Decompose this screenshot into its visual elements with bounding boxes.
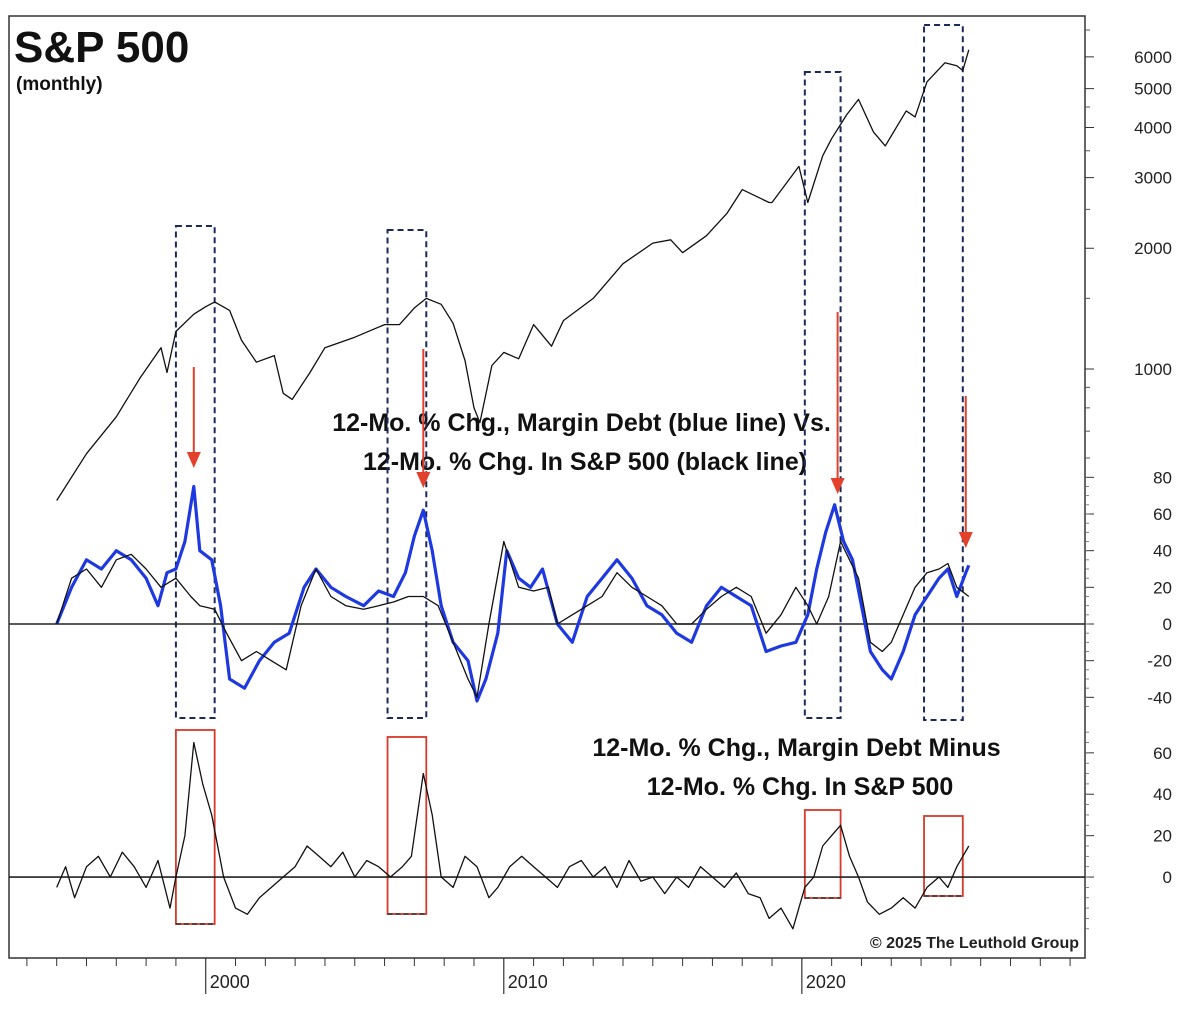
y-tick-label: 60 (1153, 744, 1172, 763)
middle-panel-title-line2: 12-Mo. % Chg. In S&P 500 (black line) (363, 448, 807, 476)
y-axis: 1000 2000 3000 4000 5000 6000 -40 -20 0 20 40 60 80 0… (1085, 29, 1172, 930)
bottom-panel-title: 12-Mo. % Chg., Margin Debt Minus 12-Mo. … (592, 734, 1007, 801)
y-tick-label: 6000 (1134, 48, 1172, 67)
arrow-head (186, 452, 201, 468)
y-tick-label: 20 (1153, 578, 1172, 597)
highlight-box-dashed (923, 24, 964, 721)
y-tick-label: 60 (1153, 505, 1172, 524)
y-tick-label: -20 (1147, 652, 1172, 671)
x-tick-label: 2000 (210, 972, 250, 992)
highlight-box-dashed (803, 71, 842, 719)
bottom-panel-title-line1: 12-Mo. % Chg., Margin Debt Minus (592, 734, 1000, 762)
highlight-box-red (803, 809, 842, 899)
y-tick-label: 2000 (1134, 239, 1172, 258)
zero-lines (9, 623, 1085, 878)
middle-panel-title-line1: 12-Mo. % Chg., Margin Debt (blue line) V… (332, 409, 831, 437)
highlight-box-red (175, 729, 216, 925)
copyright-text: © 2025 The Leuthold Group (870, 935, 1079, 952)
middle-panel-title: 12-Mo. % Chg., Margin Debt (blue line) V… (332, 409, 838, 476)
series-lines (55, 49, 971, 930)
y-tick-label: 4000 (1134, 119, 1172, 138)
x-axis: 2000 2010 2020 (26, 958, 1071, 994)
arrow-head (830, 478, 845, 494)
y-tick-label: 0 (1163, 868, 1172, 887)
arrow-head (958, 532, 973, 548)
y-tick-label: 3000 (1134, 169, 1172, 188)
arrow-head (416, 472, 431, 488)
x-tick-label: 2010 (508, 972, 548, 992)
y-tick-label: 5000 (1134, 80, 1172, 99)
bottom-panel-title-line2: 12-Mo. % Chg. In S&P 500 (647, 773, 954, 801)
series-line-1-1 (56, 540, 970, 698)
highlight-box-red (923, 815, 964, 897)
x-tick-label: 2020 (806, 972, 846, 992)
y-tick-label: 20 (1153, 827, 1172, 846)
y-tick-label: 0 (1163, 615, 1172, 634)
series-line-0-0 (56, 49, 970, 501)
y-tick-label: 40 (1153, 542, 1172, 561)
y-tick-label: -40 (1147, 688, 1172, 707)
highlight-box-red (386, 736, 428, 915)
y-tick-label: 80 (1153, 468, 1172, 487)
highlight-box-dashed (174, 225, 216, 719)
y-tick-label: 1000 (1134, 360, 1172, 379)
series-line-1-0 (55, 484, 971, 703)
red-arrows (186, 312, 973, 548)
plot-frame (8, 15, 1086, 959)
chart-subtitle: (monthly) (16, 74, 103, 95)
series-line-2-0 (56, 741, 970, 930)
y-tick-label: 40 (1153, 785, 1172, 804)
chart-title: S&P 500 (14, 23, 189, 72)
